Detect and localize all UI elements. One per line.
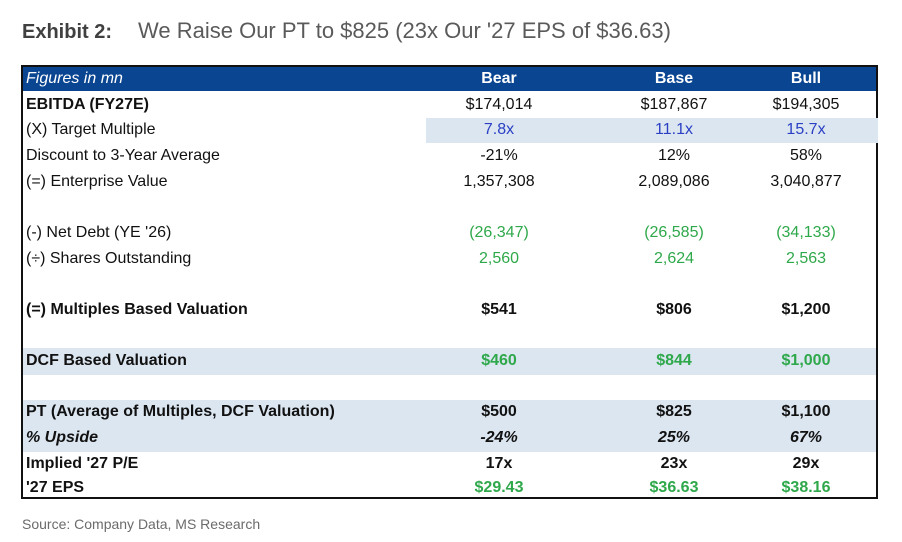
cell-bull: $1,100 xyxy=(781,403,831,420)
cell-base: $187,867 xyxy=(640,96,708,113)
row-label: Discount to 3-Year Average xyxy=(26,147,220,164)
cell-bull: 29x xyxy=(792,455,820,472)
cell-bull: 2,563 xyxy=(785,250,827,267)
row-multiples-valuation: (=) Multiples Based Valuation $541 $806 … xyxy=(23,298,876,323)
cell-bull: 58% xyxy=(789,147,823,164)
cell-bear: $541 xyxy=(481,301,517,318)
cell-bear: (26,347) xyxy=(469,224,529,241)
row-dcf-valuation: DCF Based Valuation $460 $844 $1,000 xyxy=(23,348,876,375)
row-label: (=) Multiples Based Valuation xyxy=(26,301,248,318)
cell-bear: 7.8x xyxy=(483,121,515,138)
row-label: % Upside xyxy=(26,429,99,446)
row-implied-pe: Implied '27 P/E 17x 23x 29x xyxy=(23,452,876,477)
row-label: '27 EPS xyxy=(26,479,85,496)
header-bear: Bear xyxy=(481,70,517,87)
row-discount: Discount to 3-Year Average -21% 12% 58% xyxy=(23,144,876,169)
header-base: Base xyxy=(654,70,694,87)
row-label: DCF Based Valuation xyxy=(26,352,187,369)
table-header: Figures in mn Bear Base Bull xyxy=(23,67,876,91)
cell-base: $36.63 xyxy=(649,479,699,496)
cell-bear: $460 xyxy=(481,352,517,369)
row-label: (=) Enterprise Value xyxy=(26,173,168,190)
row-enterprise-value: (=) Enterprise Value 1,357,308 2,089,086… xyxy=(23,170,876,195)
row-label: (X) Target Multiple xyxy=(26,121,156,138)
cell-bear: $29.43 xyxy=(474,479,524,496)
row-label: Implied '27 P/E xyxy=(26,455,139,472)
cell-bull: 15.7x xyxy=(786,121,826,138)
valuation-table: Figures in mn Bear Base Bull EBITDA (FY2… xyxy=(21,65,878,499)
cell-bull: $1,000 xyxy=(781,352,831,369)
cell-bull: $1,200 xyxy=(781,301,831,318)
cell-bear: -24% xyxy=(480,429,518,446)
row-label: EBITDA (FY27E) xyxy=(26,96,149,113)
cell-base: 2,089,086 xyxy=(638,173,710,190)
cell-bull: 3,040,877 xyxy=(770,173,842,190)
exhibit-title: We Raise Our PT to $825 (23x Our '27 EPS… xyxy=(138,18,671,43)
row-upside: % Upside -24% 25% 67% xyxy=(23,426,876,452)
source-note: Source: Company Data, MS Research xyxy=(22,516,261,532)
cell-bull: (34,133) xyxy=(776,224,836,241)
row-price-target: PT (Average of Multiples, DCF Valuation)… xyxy=(23,400,876,426)
cell-base: 23x xyxy=(660,455,688,472)
cell-bear: $500 xyxy=(481,403,517,420)
cell-base: (26,585) xyxy=(644,224,704,241)
cell-base: $825 xyxy=(656,403,692,420)
cell-bear: -21% xyxy=(480,147,518,164)
cell-base: 25% xyxy=(657,429,691,446)
row-ebitda: EBITDA (FY27E) $174,014 $187,867 $194,30… xyxy=(23,93,876,118)
row-eps: '27 EPS $29.43 $36.63 $38.16 xyxy=(23,476,876,501)
cell-bear: $174,014 xyxy=(465,96,533,113)
row-net-debt: (-) Net Debt (YE '26) (26,347) (26,585) … xyxy=(23,221,876,246)
row-label: (-) Net Debt (YE '26) xyxy=(26,224,172,241)
row-label: PT (Average of Multiples, DCF Valuation) xyxy=(26,403,335,420)
header-label: Figures in mn xyxy=(26,70,123,87)
cell-bear: 2,560 xyxy=(478,250,520,267)
exhibit-label: Exhibit 2: xyxy=(22,21,113,43)
cell-base: 11.1x xyxy=(655,121,693,138)
cell-bull: $38.16 xyxy=(781,479,831,496)
cell-base: 2,624 xyxy=(653,250,695,267)
cell-bull: 67% xyxy=(789,429,823,446)
row-target-multiple: (X) Target Multiple 7.8x 11.1x 15.7x xyxy=(23,118,878,143)
cell-bear: 1,357,308 xyxy=(463,173,535,190)
cell-base: $844 xyxy=(656,352,692,369)
cell-base: $806 xyxy=(656,301,692,318)
row-label: (÷) Shares Outstanding xyxy=(26,250,192,267)
row-shares-outstanding: (÷) Shares Outstanding 2,560 2,624 2,563 xyxy=(23,247,876,272)
cell-bear: 17x xyxy=(485,455,513,472)
exhibit-heading: Exhibit 2: We Raise Our PT to $825 (23x … xyxy=(22,18,671,54)
cell-bull: $194,305 xyxy=(772,96,840,113)
cell-base: 12% xyxy=(657,147,691,164)
cell-shading xyxy=(426,118,878,143)
header-bull: Bull xyxy=(790,70,822,87)
